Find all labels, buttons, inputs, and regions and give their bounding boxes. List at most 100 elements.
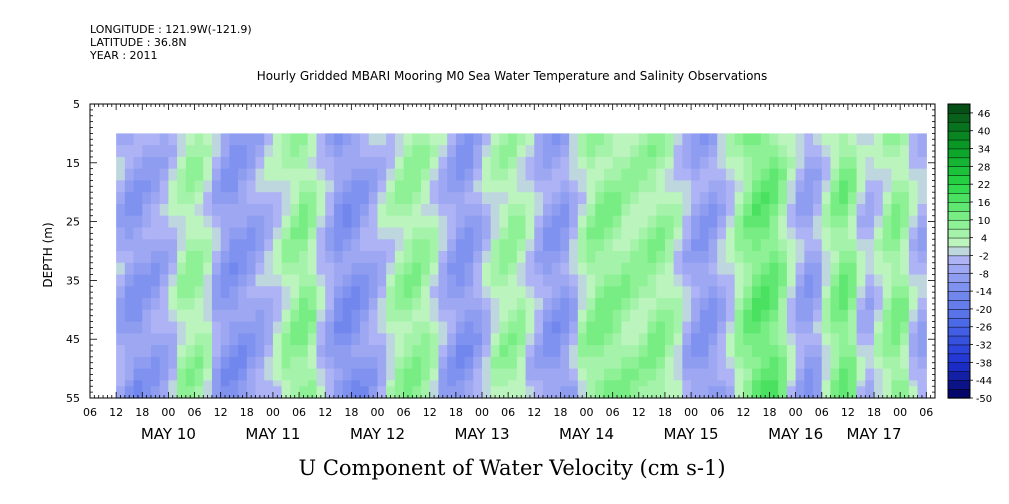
heatmap-cell bbox=[220, 262, 230, 276]
heatmap-cell bbox=[464, 203, 474, 217]
heatmap-cell bbox=[220, 168, 230, 182]
heatmap-cell bbox=[316, 192, 326, 205]
heatmap-cell bbox=[865, 345, 875, 358]
heatmap-cell bbox=[455, 286, 466, 299]
heatmap-cell bbox=[603, 274, 614, 287]
heatmap-cell bbox=[874, 321, 884, 334]
heatmap-cell bbox=[508, 356, 518, 370]
y-tick-label: 45 bbox=[66, 333, 80, 346]
heatmap-cell bbox=[464, 356, 474, 370]
heatmap-cell bbox=[168, 298, 178, 311]
heatmap-cell bbox=[351, 321, 361, 334]
heatmap-cell bbox=[525, 356, 535, 370]
heatmap-cell bbox=[534, 145, 544, 158]
heatmap-cell bbox=[760, 227, 771, 240]
heatmap-cell bbox=[682, 192, 692, 205]
heatmap-cell bbox=[464, 251, 474, 264]
heatmap-cell bbox=[333, 345, 344, 358]
heatmap-cell bbox=[595, 180, 605, 193]
heatmap-cell bbox=[638, 227, 649, 240]
heatmap-cell bbox=[516, 168, 527, 182]
heatmap-cell bbox=[377, 168, 387, 182]
heatmap-cell bbox=[821, 156, 832, 170]
heatmap-cell bbox=[421, 345, 431, 358]
heatmap-cell bbox=[821, 192, 832, 205]
heatmap-cell bbox=[830, 192, 840, 205]
heatmap-cell bbox=[412, 192, 422, 205]
heatmap-cell bbox=[708, 333, 718, 346]
heatmap-cell bbox=[116, 251, 126, 264]
heatmap-cell bbox=[203, 180, 213, 193]
heatmap-cell bbox=[882, 180, 893, 193]
heatmap-cell bbox=[264, 386, 274, 399]
heatmap-cell bbox=[490, 133, 501, 146]
heatmap-cell bbox=[525, 262, 535, 276]
heatmap-cell bbox=[360, 168, 370, 182]
heatmap-cell bbox=[168, 203, 178, 217]
heatmap-cell bbox=[717, 239, 727, 252]
heatmap-cell bbox=[142, 180, 152, 193]
heatmap-cell bbox=[830, 386, 840, 399]
x-tick-label: 06 bbox=[501, 406, 515, 419]
heatmap-cell bbox=[908, 298, 919, 311]
heatmap-cell bbox=[238, 168, 248, 182]
heatmap-cell bbox=[421, 168, 431, 182]
heatmap-cell bbox=[412, 156, 422, 170]
y-tick-label: 15 bbox=[66, 157, 80, 170]
heatmap-cell bbox=[516, 309, 527, 323]
heatmap-cell bbox=[255, 274, 265, 287]
colorbar-label: -50 bbox=[976, 394, 992, 405]
heatmap-cell bbox=[874, 368, 884, 381]
heatmap-cell bbox=[839, 333, 849, 346]
heatmap-cell bbox=[821, 333, 832, 346]
heatmap-cell bbox=[821, 168, 832, 182]
heatmap-cell bbox=[534, 168, 544, 182]
heatmap-cell bbox=[116, 321, 126, 334]
heatmap-cell bbox=[168, 286, 178, 299]
heatmap-cell bbox=[429, 368, 440, 381]
heatmap-cell bbox=[281, 321, 291, 334]
heatmap-cell bbox=[708, 156, 718, 170]
heatmap-cell bbox=[229, 262, 239, 276]
heatmap-cell bbox=[255, 239, 265, 252]
heatmap-cell bbox=[542, 180, 553, 193]
heatmap-cell bbox=[760, 180, 771, 193]
heatmap-cell bbox=[150, 274, 161, 287]
heatmap-cell bbox=[159, 133, 169, 146]
heatmap-cell bbox=[786, 274, 797, 287]
heatmap-cell bbox=[490, 368, 501, 381]
colorbar-swatch bbox=[947, 371, 971, 381]
heatmap-cell bbox=[394, 262, 405, 276]
heatmap-cell bbox=[760, 192, 771, 205]
heatmap-cell bbox=[272, 180, 283, 193]
heatmap-cell bbox=[821, 262, 832, 276]
heatmap-cell bbox=[621, 192, 631, 205]
y-tick-label: 5 bbox=[73, 98, 80, 111]
heatmap-cell bbox=[307, 356, 318, 370]
heatmap-cell bbox=[586, 145, 596, 158]
heatmap-cell bbox=[734, 286, 744, 299]
heatmap-cell bbox=[333, 386, 344, 399]
heatmap-cell bbox=[168, 145, 178, 158]
heatmap-cell bbox=[455, 356, 466, 370]
heatmap-cell bbox=[142, 356, 152, 370]
heatmap-cell bbox=[778, 227, 788, 240]
heatmap-cell bbox=[708, 203, 718, 217]
heatmap-cell bbox=[839, 309, 849, 323]
heatmap-cell bbox=[229, 251, 239, 264]
colorbar-label: -26 bbox=[976, 323, 992, 334]
heatmap-cell bbox=[290, 309, 300, 323]
heatmap-cell bbox=[429, 274, 440, 287]
x-tick-label: 18 bbox=[135, 406, 149, 419]
heatmap-cell bbox=[717, 274, 727, 287]
heatmap-cell bbox=[891, 192, 901, 205]
heatmap-cell bbox=[725, 262, 736, 276]
heatmap-cell bbox=[603, 262, 614, 276]
colorbar-swatch bbox=[947, 379, 971, 390]
heatmap-cell bbox=[595, 215, 605, 229]
heatmap-cell bbox=[342, 145, 352, 158]
heatmap-cell bbox=[281, 286, 291, 299]
heatmap-cell bbox=[734, 203, 744, 217]
colorbar-swatch bbox=[947, 121, 971, 132]
heatmap-cell bbox=[342, 215, 352, 229]
